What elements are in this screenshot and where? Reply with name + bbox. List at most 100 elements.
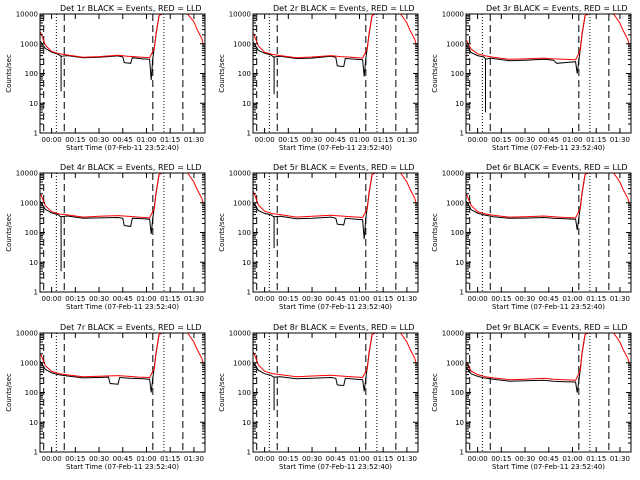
x-axis-label: Start Time (07-Feb-11 23:52:40) — [66, 303, 179, 311]
x-tick-label: 00:00 — [468, 455, 488, 463]
x-tick-label: 00:00 — [42, 455, 62, 463]
series-group — [253, 173, 417, 249]
y-tick-label: 100 — [451, 229, 464, 237]
x-tick-label: 01:00 — [349, 136, 369, 144]
y-tick-label: 1 — [247, 289, 251, 297]
lld-series-line — [466, 14, 630, 61]
y-tick-label: 10 — [29, 419, 38, 427]
panel-title: Det 3r BLACK = Events, RED = LLD — [486, 4, 628, 13]
x-tick-label: 00:45 — [326, 455, 346, 463]
y-tick-label: 1 — [460, 449, 464, 457]
x-tick-label: 00:45 — [113, 295, 133, 303]
x-tick-label: 01:15 — [586, 295, 606, 303]
lld-series-line — [40, 173, 204, 219]
y-axis-label: Counts/sec — [431, 54, 439, 93]
series-group — [253, 14, 417, 95]
x-tick-label: 01:15 — [373, 136, 393, 144]
lld-series-line — [253, 333, 417, 379]
y-axis-label: Counts/sec — [5, 213, 13, 252]
y-tick-label: 100 — [451, 389, 464, 397]
x-tick-label: 00:45 — [113, 136, 133, 144]
y-tick-label: 1 — [34, 289, 38, 297]
detector-panel: Det 6r BLACK = Events, RED = LLD 1 10 100 10… — [431, 163, 632, 311]
x-tick-label: 00:00 — [468, 295, 488, 303]
plot-frame — [252, 332, 419, 453]
x-tick-label: 00:45 — [326, 295, 346, 303]
series-group — [40, 14, 204, 92]
x-tick-label: 00:15 — [65, 455, 85, 463]
x-tick-label: 01:15 — [160, 136, 180, 144]
panel-title: Det 1r BLACK = Events, RED = LLD — [60, 4, 202, 13]
x-tick-label: 00:30 — [89, 455, 109, 463]
x-axis-label: Start Time (07-Feb-11 23:52:40) — [66, 463, 179, 471]
y-tick-label: 1000 — [20, 359, 38, 367]
x-tick-label: 00:30 — [515, 455, 535, 463]
x-tick-label: 00:30 — [515, 295, 535, 303]
x-tick-label: 01:15 — [373, 295, 393, 303]
x-tick-label: 00:45 — [326, 136, 346, 144]
y-tick-label: 10 — [455, 100, 464, 108]
y-tick-label: 1000 — [446, 199, 464, 207]
x-tick-label: 01:15 — [160, 295, 180, 303]
x-tick-label: 00:15 — [491, 136, 511, 144]
x-tick-label: 00:30 — [89, 136, 109, 144]
events-series-line — [40, 334, 160, 393]
y-tick-label: 1 — [34, 130, 38, 138]
x-axis-label: Start Time (07-Feb-11 23:52:40) — [492, 463, 605, 471]
x-tick-label: 01:30 — [184, 455, 204, 463]
plot-frame — [252, 13, 419, 134]
x-tick-label: 00:45 — [539, 136, 559, 144]
series-group — [40, 333, 204, 393]
y-tick-label: 1000 — [233, 359, 251, 367]
y-axis-label: Counts/sec — [218, 213, 226, 252]
y-tick-label: 100 — [238, 70, 251, 78]
y-axis-label: Counts/sec — [5, 54, 13, 93]
y-tick-label: 10 — [242, 100, 251, 108]
x-tick-label: 00:30 — [515, 136, 535, 144]
x-tick-label: 01:30 — [397, 295, 417, 303]
plot-frame — [39, 332, 206, 453]
x-tick-label: 01:00 — [562, 455, 582, 463]
y-axis-label: Counts/sec — [5, 373, 13, 412]
lld-series-line — [466, 173, 630, 219]
x-tick-label: 00:15 — [491, 295, 511, 303]
x-tick-label: 00:30 — [302, 295, 322, 303]
x-tick-label: 01:00 — [136, 295, 156, 303]
y-tick-label: 10000 — [442, 11, 464, 19]
y-tick-label: 100 — [238, 229, 251, 237]
y-tick-label: 1000 — [446, 359, 464, 367]
y-tick-label: 1 — [460, 130, 464, 138]
x-tick-label: 01:30 — [184, 136, 204, 144]
events-series-line — [253, 15, 373, 95]
y-tick-label: 1 — [34, 449, 38, 457]
x-axis-label: Start Time (07-Feb-11 23:52:40) — [279, 144, 392, 152]
panel-title: Det 6r BLACK = Events, RED = LLD — [486, 163, 628, 172]
x-tick-label: 00:45 — [113, 455, 133, 463]
y-tick-label: 1000 — [233, 199, 251, 207]
x-tick-label: 01:00 — [349, 455, 369, 463]
panel-title: Det 2r BLACK = Events, RED = LLD — [273, 4, 415, 13]
y-tick-label: 1 — [247, 449, 251, 457]
y-tick-label: 10 — [455, 419, 464, 427]
x-tick-label: 01:30 — [610, 295, 630, 303]
detector-panel: Det 4r BLACK = Events, RED = LLD 1 10 100 10… — [5, 163, 206, 311]
y-axis-label: Counts/sec — [431, 213, 439, 252]
x-tick-label: 00:15 — [65, 295, 85, 303]
y-tick-label: 10000 — [442, 330, 464, 338]
y-tick-label: 10000 — [16, 170, 38, 178]
detector-panel: Det 1r BLACK = Events, RED = LLD 1 10 100 10… — [5, 4, 206, 152]
x-tick-label: 01:00 — [562, 136, 582, 144]
panel-title: Det 4r BLACK = Events, RED = LLD — [60, 163, 202, 172]
detector-panel: Det 8r BLACK = Events, RED = LLD 1 10 100 10… — [218, 323, 419, 471]
events-series-line — [40, 15, 160, 92]
lld-series-line — [253, 14, 417, 59]
y-tick-label: 1000 — [20, 199, 38, 207]
plot-frame — [465, 332, 632, 453]
y-tick-label: 1000 — [446, 40, 464, 48]
x-tick-label: 00:00 — [255, 455, 275, 463]
series-group — [466, 333, 630, 393]
lld-series-line — [40, 333, 204, 379]
lld-series-line — [466, 333, 630, 381]
x-tick-label: 00:00 — [42, 295, 62, 303]
